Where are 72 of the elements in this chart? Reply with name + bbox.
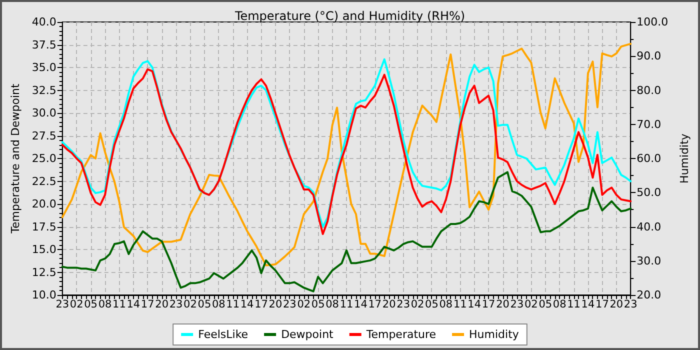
y2-tick-label: 60.0 [636,152,662,165]
x-tick-label: 11 [340,298,354,310]
x-tick-label: 14 [581,298,595,310]
x-tick-label: 11 [567,298,580,310]
y-tick-label: 10.0 [32,288,56,302]
y-tick-label: 22.5 [32,174,56,188]
x-tick-label: 11 [226,298,240,310]
y-tick-label: 27.5 [32,129,56,142]
legend-label: Temperature [365,328,436,341]
x-tick-label: 11 [453,298,467,310]
y2-tick-label: 100.0 [636,16,668,28]
y-tick-label: 12.5 [32,266,56,279]
x-tick-label: 23 [282,298,296,310]
x-tick-label: 05 [311,298,325,310]
x-tick-label: 17 [254,298,268,310]
x-tick-label: 11 [112,298,126,310]
y-tick-label: 25.0 [32,152,56,165]
x-tick-label: 23 [510,298,524,310]
x-tick-label: 05 [198,298,212,310]
x-tick-label: 17 [482,298,496,310]
x-tick-label: 20 [155,298,169,310]
legend-label: FeelsLike [198,328,248,341]
x-tick-label: 20 [268,298,282,310]
y2-tick-label: 50.0 [636,186,662,200]
x-tick-label: 20 [610,298,624,310]
legend-label: Dewpoint [281,328,334,341]
y2-tick-label: 80.0 [636,84,662,97]
x-tick-label: 08 [439,298,453,310]
y2-axis-title: Humidity [678,133,691,184]
y2-tick-label: 70.0 [636,118,662,131]
y-tick-label: 17.5 [32,220,56,234]
x-tick-label: 02 [70,298,84,310]
x-tick-label: 05 [425,298,438,310]
y-tick-label: 20.0 [32,198,56,210]
y-tick-label: 35.0 [32,61,56,74]
chart-title: Temperature (°C) and Humidity (RH%) [234,9,466,23]
x-tick-label: 20 [496,298,510,310]
x-tick-label: 23 [169,298,183,310]
x-tick-label: 08 [212,298,226,310]
line-series [61,42,632,266]
y-tick-label: 32.5 [32,84,56,97]
y-tick-label: 37.5 [32,38,56,52]
y2-tick-label: 40.0 [636,220,662,234]
x-tick-label: 17 [140,298,154,310]
x-tick-label: 23 [56,298,70,310]
x-tick-label: 14 [240,298,254,310]
x-tick-label: 02 [524,298,538,310]
x-tick-label: 14 [468,298,482,310]
x-tick-label: 02 [297,298,311,310]
y-tick-label: 30.0 [32,106,56,120]
x-tick-label: 05 [84,298,98,310]
x-tick-label: 08 [326,298,339,310]
x-tick-label: 08 [98,298,112,310]
x-tick-label: 14 [126,298,140,310]
y2-tick-label: 90.0 [636,50,662,63]
y-tick-label: 15.0 [32,243,56,256]
x-tick-label: 08 [552,298,566,310]
x-tick-label: 17 [368,298,382,310]
x-tick-label: 23 [624,298,638,310]
x-tick-label: 17 [596,298,609,310]
x-tick-label: 02 [410,298,424,310]
legend-label: Humidity [469,328,520,341]
x-tick-label: 14 [354,298,368,310]
x-tick-label: 02 [184,298,197,310]
x-tick-label: 05 [538,298,552,310]
y-tick-label: 40.0 [32,16,56,28]
x-tick-label: 23 [396,298,410,310]
y2-tick-label: 30.0 [636,254,662,268]
y-axis-title: Temperature and Dewpoint [9,82,22,234]
x-tick-label: 20 [382,298,396,310]
y2-tick-label: 20.0 [636,288,662,302]
line-series [61,171,632,292]
